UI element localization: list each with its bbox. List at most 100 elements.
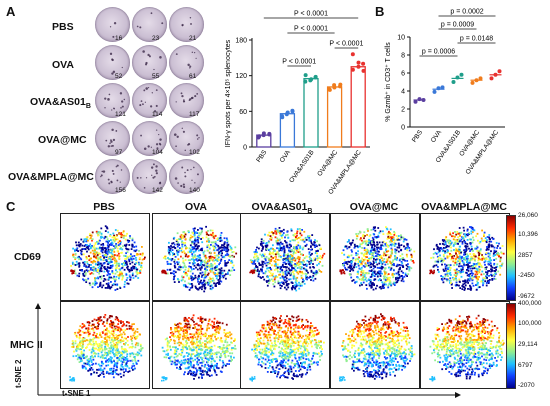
elispot-well-count: 102 — [189, 149, 200, 156]
elispot-row-label: OVA@MC — [38, 134, 87, 146]
data-point — [350, 52, 355, 57]
data-point — [332, 85, 337, 90]
elispot-well-count: 140 — [189, 187, 200, 194]
elispot-well — [132, 159, 167, 194]
data-point — [478, 76, 483, 81]
p-value-label: p = 0.0148 — [460, 36, 493, 43]
y-tick-label: 0 — [401, 125, 405, 132]
elispot-well — [132, 45, 167, 80]
data-point — [451, 80, 456, 84]
data-point — [356, 60, 361, 65]
data-point — [361, 68, 366, 73]
tsne-plot — [152, 213, 242, 301]
y-tick-label: 120 — [235, 73, 247, 80]
bar — [350, 66, 366, 148]
data-point — [493, 72, 498, 77]
elispot-well — [132, 121, 167, 156]
elispot-well — [95, 83, 130, 118]
bar — [326, 86, 343, 148]
data-point — [489, 76, 494, 81]
elispot-row-label: OVA&MPLA@MC — [8, 171, 94, 183]
tsne-plot — [420, 301, 510, 389]
elispot-well-count: 117 — [189, 111, 200, 118]
elispot-well — [169, 159, 204, 194]
elispot-well — [95, 7, 130, 42]
p-value-label: P < 0.0001 — [329, 41, 363, 48]
x-tick-label: PBS — [255, 149, 269, 164]
panel-letter-b: B — [375, 4, 385, 19]
p-value-label: p = 0.0002 — [450, 9, 483, 16]
tsne-y-axis-label: t-SNE 2 — [14, 359, 23, 388]
tsne-row-label: MHC II — [10, 339, 43, 351]
elispot-well-count: 121 — [115, 111, 126, 118]
data-point — [280, 115, 285, 120]
elispot-well — [169, 83, 204, 118]
x-tick-label: OVA — [430, 129, 444, 144]
tsne-plot — [60, 301, 150, 389]
tsne-column-header: OVA — [185, 201, 207, 213]
tsne-column-header: OVA&AS01B — [251, 201, 313, 216]
panel-letter-a: A — [6, 4, 16, 19]
colorbar-mhcii — [506, 303, 516, 389]
colorbar-tick: 26,060 — [518, 212, 538, 219]
y-tick-label: 2 — [401, 107, 405, 114]
tsne-plot — [330, 301, 420, 389]
elispot-well — [95, 45, 130, 80]
colorbar-tick: -9672 — [518, 293, 535, 300]
y-tick-label: 8 — [401, 53, 405, 60]
data-point — [313, 74, 318, 79]
colorbar-tick: 6797 — [518, 362, 533, 369]
colorbar-cd69 — [506, 215, 516, 301]
y-tick-label: 180 — [235, 38, 247, 45]
data-point — [257, 134, 262, 139]
tsne-plot — [240, 213, 330, 301]
tsne-axes — [35, 303, 461, 398]
tsne-plot — [60, 213, 150, 301]
elispot-well — [169, 121, 204, 156]
data-point — [440, 85, 445, 90]
p-value-label: p = 0.0006 — [422, 49, 455, 56]
data-point — [290, 109, 295, 114]
elispot-well-count: 142 — [152, 187, 163, 194]
colorbar-tick: 400,000 — [518, 300, 542, 307]
tsne-column-header: OVA&MPLA@MC — [421, 201, 507, 213]
data-point — [436, 86, 441, 91]
colorbar-tick: 2857 — [518, 252, 533, 259]
elispot-well — [132, 83, 167, 118]
y-axis-label: IFN-γ spots per 4×10⁵ splenocytes — [225, 39, 232, 147]
data-point — [432, 89, 437, 94]
data-point — [350, 67, 355, 72]
elispot-well-count: 61 — [189, 73, 197, 80]
y-tick-label: 4 — [401, 89, 405, 96]
x-tick-label: OVA&AS01B — [288, 149, 315, 184]
tsne-row-label: CD69 — [14, 251, 41, 263]
elispot-well-count: 97 — [115, 149, 123, 156]
data-point — [361, 61, 366, 66]
bar — [303, 77, 319, 148]
tsne-x-axis-label: t-SNE 1 — [62, 389, 91, 398]
elispot-well — [95, 121, 130, 156]
data-point — [356, 64, 361, 69]
p-value-label: P < 0.0001 — [294, 11, 328, 18]
elispot-well — [169, 45, 204, 80]
data-point — [459, 72, 464, 77]
tsne-plot — [420, 213, 510, 301]
data-point — [285, 110, 290, 115]
data-point — [327, 87, 332, 92]
data-point — [338, 82, 343, 87]
y-tick-label: 0 — [243, 145, 247, 152]
data-point — [421, 98, 426, 102]
data-point — [308, 78, 313, 83]
elispot-row-label: OVA&AS01B — [30, 96, 91, 111]
data-point — [497, 69, 502, 74]
data-point — [470, 80, 475, 85]
tsne-plot — [240, 301, 330, 389]
elispot-well-count: 104 — [152, 149, 163, 156]
x-tick-label: OVA — [279, 149, 293, 164]
data-point — [303, 73, 308, 78]
data-point — [413, 99, 418, 104]
data-point — [261, 133, 266, 138]
elispot-well-count: 114 — [152, 111, 163, 118]
